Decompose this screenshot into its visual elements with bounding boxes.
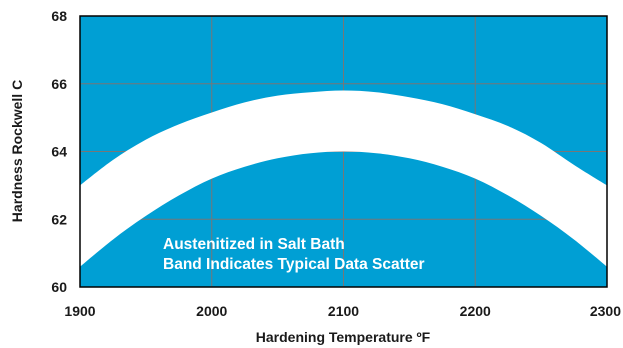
y-tick-label: 62 [51, 211, 67, 227]
annotation-line-2: Band Indicates Typical Data Scatter [163, 256, 425, 273]
data-scatter-band [80, 90, 607, 267]
annotation-line-1: Austenitized in Salt Bath [163, 236, 345, 253]
x-axis-ticks: 1900 2000 2100 2200 2300 [64, 303, 621, 319]
x-tick-label: 1900 [64, 303, 95, 319]
plot-frame [79, 15, 608, 288]
y-axis-ticks: 60 62 64 66 68 [51, 8, 67, 295]
x-tick-label: 2300 [590, 303, 621, 319]
y-tick-label: 68 [51, 8, 67, 24]
y-tick-label: 60 [51, 279, 67, 295]
y-tick-label: 66 [51, 76, 67, 92]
x-tick-label: 2200 [460, 303, 491, 319]
y-axis-title: Hardness Rockwell C [9, 80, 25, 222]
x-tick-label: 2000 [196, 303, 227, 319]
y-tick-label: 64 [51, 144, 67, 160]
x-axis-title: Hardening Temperature ºF [256, 329, 431, 345]
x-tick-label: 2100 [328, 303, 359, 319]
